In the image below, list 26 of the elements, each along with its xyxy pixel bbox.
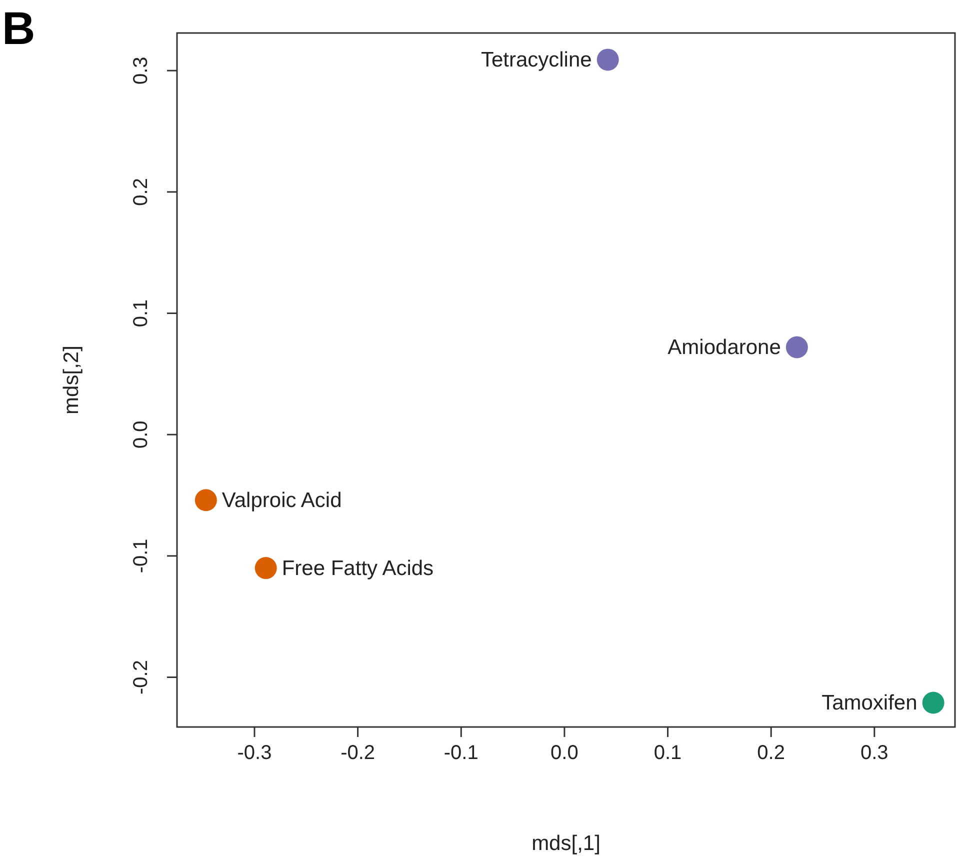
x-tick-label: -0.1 <box>444 742 478 764</box>
x-axis-title: mds[,1] <box>532 832 600 855</box>
y-axis-title: mds[,2] <box>60 346 83 414</box>
annotation: Amiodarone <box>668 336 781 360</box>
annotation: Free Fatty Acids <box>282 557 434 580</box>
y-tick-label: 0.2 <box>130 178 152 206</box>
x-tick-label: 0.0 <box>550 742 578 764</box>
y-tick-label: 0.3 <box>130 56 152 85</box>
annotation: Tetracycline <box>480 48 592 72</box>
y-tick-label: 0.0 <box>130 420 152 449</box>
annotation: Tamoxifen <box>822 692 918 715</box>
point <box>786 336 808 358</box>
annotation: Valproic Acid <box>222 489 342 512</box>
text: B <box>2 2 36 54</box>
point <box>922 692 944 714</box>
point <box>596 48 619 71</box>
x-tick-label: 0.3 <box>860 742 888 764</box>
x-tick-label: 0.1 <box>654 742 682 764</box>
y-tick-label: -0.2 <box>130 660 152 694</box>
y-tick-label: 0.1 <box>130 299 152 328</box>
x-tick-label: 0.2 <box>757 742 785 764</box>
x-tick-label: -0.3 <box>237 742 272 764</box>
point <box>194 489 217 512</box>
x-tick-label: -0.2 <box>340 742 376 764</box>
point <box>254 557 277 580</box>
y-tick-label: -0.1 <box>130 538 152 574</box>
